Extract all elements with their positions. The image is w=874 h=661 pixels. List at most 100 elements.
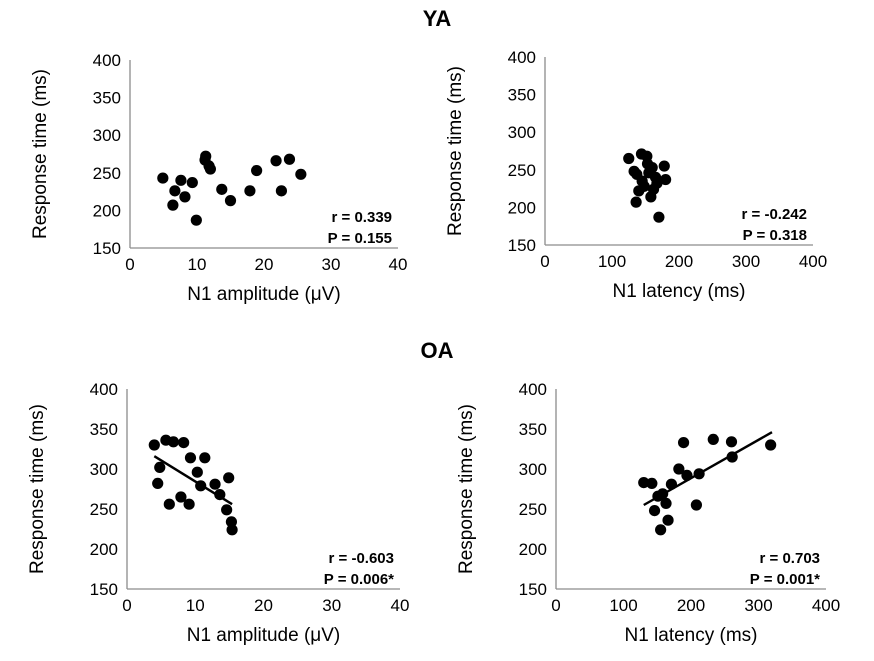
x-axis-label: N1 latency (ms) — [612, 281, 745, 302]
data-point — [184, 452, 197, 464]
y-tick-label: 350 — [519, 420, 547, 439]
data-point — [225, 516, 238, 528]
data-point — [179, 191, 191, 203]
group-title-ya: YA — [423, 6, 452, 31]
x-tick-label: 300 — [732, 252, 760, 271]
data-point — [209, 478, 221, 490]
x-tick-label: 0 — [551, 596, 560, 615]
data-point — [157, 172, 169, 184]
scatter-plot-2: 0 100 200 300 400 150 200 250 300 350 400 N1 latenc… — [445, 48, 827, 302]
data-point — [648, 505, 661, 517]
x-tick-label: 400 — [799, 252, 827, 271]
data-point — [167, 199, 179, 211]
y-tick-label: 300 — [93, 126, 121, 145]
data-point — [690, 499, 703, 511]
data-point — [186, 176, 198, 189]
y-tick-label: 150 — [93, 239, 121, 258]
data-point — [726, 451, 738, 463]
y-tick-label: 200 — [93, 201, 121, 220]
data-point — [638, 477, 650, 489]
data-point — [657, 488, 669, 500]
data-point — [167, 436, 180, 448]
x-tick-label: 0 — [540, 252, 549, 271]
y-tick-label: 400 — [519, 380, 547, 399]
data-point — [295, 168, 307, 180]
y-tick-label: 150 — [90, 580, 118, 599]
data-point — [163, 498, 175, 510]
y-tick-label: 200 — [90, 540, 118, 559]
y-tick-label: 400 — [93, 51, 121, 70]
data-point — [677, 437, 690, 449]
data-point — [195, 480, 207, 492]
x-tick-label: 30 — [322, 255, 341, 274]
y-axis-label: Response time (ms) — [456, 404, 477, 574]
y-tick-label: 350 — [508, 86, 536, 105]
data-point — [169, 185, 181, 197]
x-tick-label: 0 — [122, 596, 131, 615]
correlation-r-label: r = -0.242 — [742, 206, 807, 223]
data-point — [244, 185, 256, 197]
p-value-label: P = 0.001* — [750, 571, 820, 588]
y-axis-label: Response time (ms) — [27, 404, 48, 574]
x-tick-label: 200 — [677, 596, 705, 615]
y-tick-label: 250 — [93, 164, 121, 183]
data-point — [653, 211, 665, 223]
x-tick-label: 100 — [598, 252, 626, 271]
data-point — [630, 196, 642, 208]
x-tick-label: 40 — [389, 255, 408, 274]
data-point — [707, 433, 719, 445]
y-tick-label: 150 — [519, 580, 547, 599]
data-point — [655, 524, 667, 536]
x-tick-label: 20 — [254, 596, 273, 615]
data-point — [646, 161, 658, 174]
data-point — [660, 497, 672, 509]
x-axis-label: N1 latency (ms) — [624, 625, 757, 646]
x-axis-label: N1 amplitude (μV) — [187, 284, 341, 305]
data-point — [224, 195, 237, 207]
x-tick-label: 20 — [255, 255, 274, 274]
y-tick-label: 400 — [508, 48, 536, 67]
scatter-plot-1: 0 10 20 30 40 150 200 250 300 350 400 N1 amplitude … — [30, 51, 407, 305]
y-tick-label: 400 — [90, 380, 118, 399]
y-tick-label: 200 — [519, 540, 547, 559]
correlation-r-label: r = -0.603 — [329, 550, 394, 567]
y-tick-label: 250 — [519, 500, 547, 519]
scatter-plot-3: 0 10 20 30 40 150 200 250 300 350 400 N1 amplitude … — [27, 380, 409, 646]
p-value-label: P = 0.318 — [743, 227, 807, 244]
data-point — [251, 164, 263, 177]
data-point — [275, 185, 288, 197]
data-point — [183, 498, 195, 510]
data-point — [693, 468, 705, 480]
x-tick-label: 300 — [744, 596, 772, 615]
y-tick-label: 300 — [519, 460, 547, 479]
data-point — [175, 174, 187, 186]
y-tick-label: 150 — [508, 236, 536, 255]
data-point — [148, 439, 160, 451]
data-point — [623, 152, 635, 165]
x-tick-label: 30 — [322, 596, 341, 615]
data-point — [658, 160, 670, 172]
data-point — [660, 173, 672, 186]
data-point — [204, 163, 216, 175]
data-point — [154, 461, 166, 473]
group-title-oa: OA — [421, 338, 454, 363]
data-point — [283, 153, 296, 165]
data-point — [190, 214, 202, 226]
data-point — [216, 183, 228, 195]
data-point — [226, 524, 238, 536]
data-point — [221, 504, 233, 516]
data-point — [665, 478, 678, 490]
data-point — [200, 150, 212, 162]
p-value-label: P = 0.155 — [328, 230, 392, 247]
y-axis-label: Response time (ms) — [445, 66, 466, 236]
data-point — [178, 437, 190, 449]
y-tick-label: 350 — [90, 420, 118, 439]
x-tick-label: 10 — [188, 255, 207, 274]
data-point — [199, 452, 211, 464]
y-tick-label: 200 — [508, 198, 536, 217]
p-value-label: P = 0.006* — [324, 571, 394, 588]
data-point — [638, 180, 650, 192]
data-point — [725, 436, 738, 448]
